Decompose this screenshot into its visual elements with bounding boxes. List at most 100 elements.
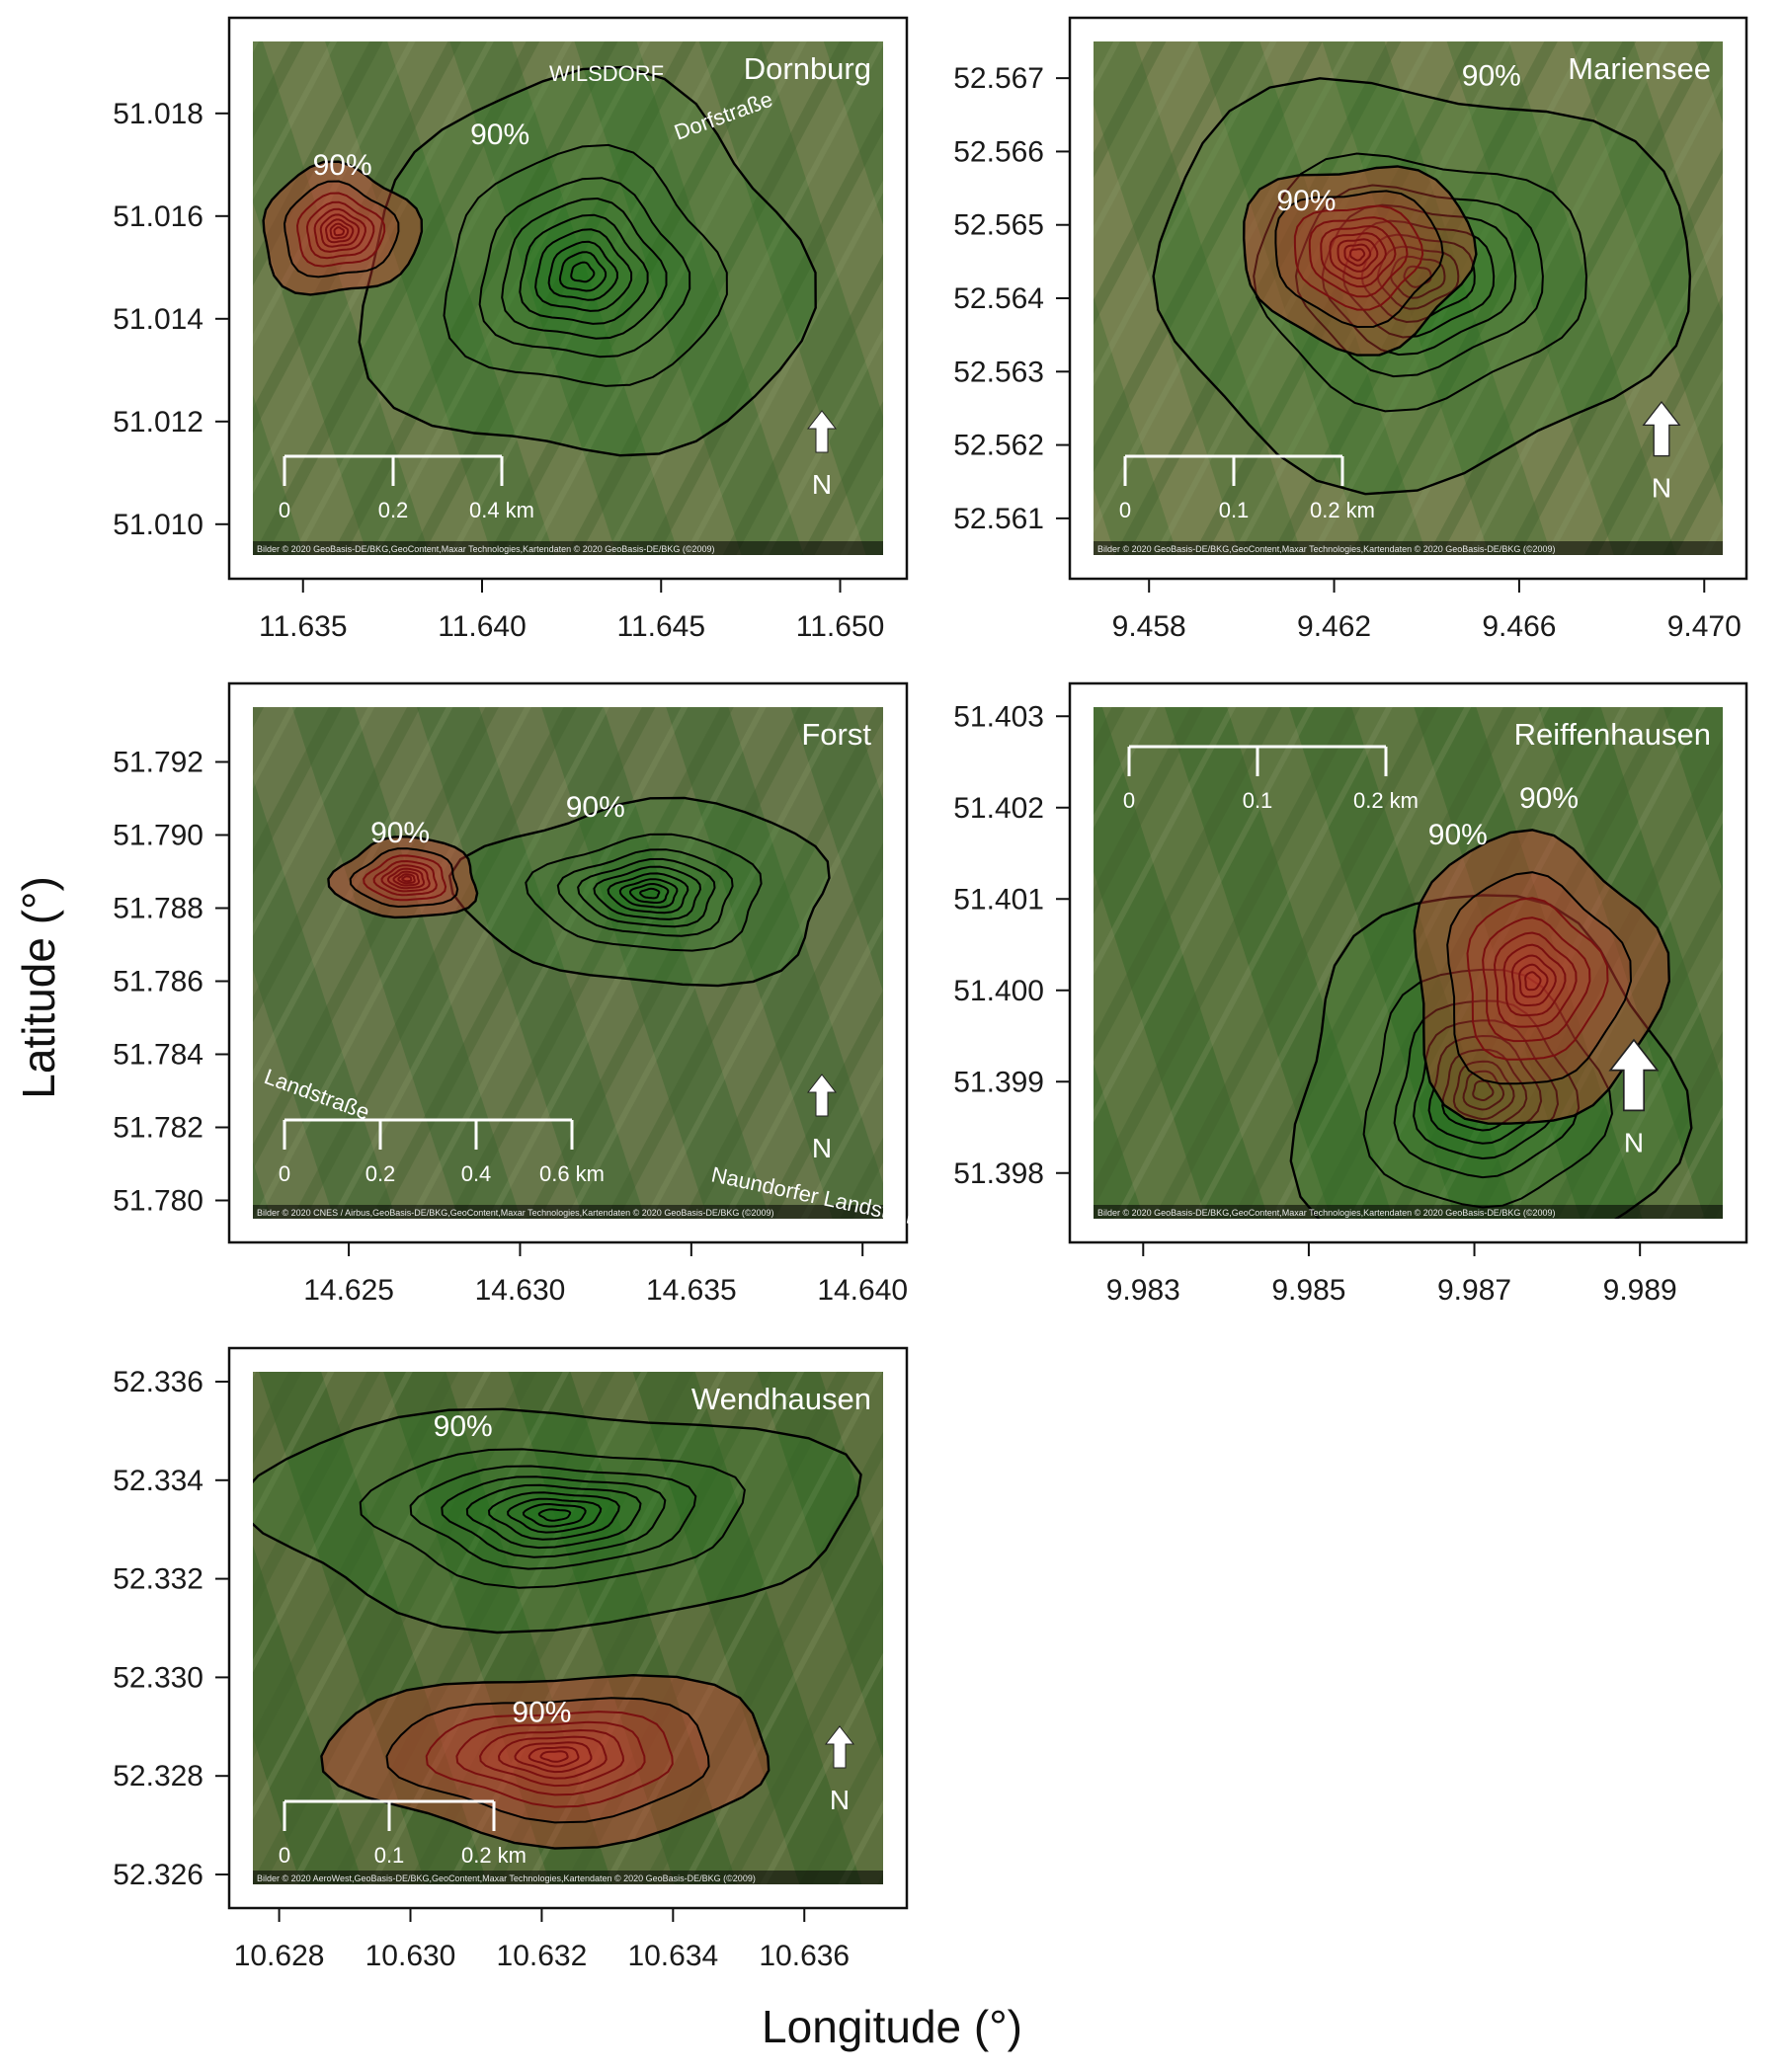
attribution-strip	[253, 1871, 883, 1884]
contour-level-1	[525, 833, 763, 952]
y-tick-label: 51.780	[113, 1185, 203, 1218]
contour-90pct-label: 90%	[1519, 782, 1579, 815]
y-tick-label: 51.018	[113, 98, 203, 130]
x-tick-label: 14.625	[303, 1274, 394, 1307]
contour-level-4	[1493, 931, 1578, 1028]
scale-bar: 0 0.1 0.2 km	[1119, 454, 1375, 522]
y-tick-label: 52.328	[113, 1760, 203, 1793]
scale-bar: 0 0.1 0.2 km	[1123, 745, 1419, 813]
contour-level-5	[1329, 232, 1387, 279]
y-tick-label: 52.562	[953, 430, 1044, 462]
y-tick-label: 52.332	[113, 1563, 203, 1596]
attribution-strip	[253, 1205, 883, 1219]
x-tick-label: 14.640	[817, 1274, 908, 1307]
contour-90pct	[1289, 894, 1693, 1219]
north-arrow-icon	[1608, 1038, 1660, 1112]
contour-level-8	[1524, 971, 1542, 992]
scale-bar: 0 0.1 0.2 km	[279, 1799, 527, 1868]
contour-level-1	[1362, 968, 1614, 1209]
north-arrow-icon	[806, 410, 838, 453]
y-tick-label: 51.012	[113, 406, 203, 438]
x-tick-label: 9.989	[1603, 1274, 1677, 1307]
scale-bar-label: 0.2	[378, 498, 409, 522]
y-axis-title: Latitude (°)	[13, 876, 64, 1099]
y-tick-label: 51.398	[953, 1157, 1044, 1190]
contour-level-4	[465, 1483, 642, 1550]
attribution-text: Bilder © 2020 GeoBasis-DE/BKG,GeoContent…	[257, 544, 714, 554]
contour-level-3	[1482, 916, 1591, 1043]
contour-level-4	[1320, 224, 1397, 288]
north-arrow-icon	[806, 1074, 838, 1117]
green-kernel-contours	[358, 65, 817, 457]
contour-level-4	[1341, 219, 1496, 339]
y-tick-label: 51.782	[113, 1112, 203, 1145]
x-tick-label: 9.985	[1271, 1274, 1345, 1307]
map-panel-mariensee: 90% 90% Mariensee 0 0.1 0.2 km N Bilder © 2020 …	[953, 16, 1748, 643]
x-tick-label: 10.630	[365, 1940, 456, 1972]
north-label: N	[1624, 1127, 1644, 1157]
attribution-text: Bilder © 2020 AeroWest,GeoBasis-DE/BKG,G…	[257, 1873, 756, 1883]
north-arrow-shape	[806, 410, 838, 453]
y-tick-label: 51.788	[113, 893, 203, 925]
x-tick-label: 11.635	[259, 610, 348, 643]
y-tick-label: 52.563	[953, 356, 1044, 388]
contour-90pct-label: 90%	[566, 791, 625, 824]
y-tick-label: 51.401	[953, 883, 1044, 916]
contour-level-8	[570, 261, 596, 283]
y-tick-label: 52.326	[113, 1859, 203, 1891]
contour-90pct-label: 90%	[512, 1696, 571, 1728]
contour-level-8	[539, 1750, 569, 1763]
scale-bar-label: 0	[279, 1161, 290, 1186]
red-kernel-contours	[1413, 829, 1671, 1125]
attribution-text: Bilder © 2020 CNES / Airbus,GeoBasis-DE/…	[257, 1208, 774, 1218]
scale-bar-label: 0.4	[461, 1161, 492, 1186]
y-tick-label: 51.786	[113, 966, 203, 998]
site-name: Forst	[801, 717, 871, 752]
north-arrow-shape	[1608, 1038, 1660, 1112]
x-tick-label: 9.470	[1667, 610, 1742, 643]
contour-level-1	[359, 1448, 746, 1589]
red-kernel-contours	[327, 835, 479, 919]
y-tick-label: 51.016	[113, 200, 203, 233]
scale-bar-label: 0.4 km	[469, 498, 534, 522]
site-name: Wendhausen	[691, 1382, 871, 1416]
map-panel-reiffenhausen: 90% 90% Reiffenhausen 0 0.1 0.2 km N Bilder © 2…	[953, 681, 1748, 1307]
red-kernel-contours	[1242, 165, 1478, 357]
x-tick-label: 9.466	[1482, 610, 1556, 643]
contour-90pct-label: 90%	[1462, 60, 1521, 93]
scale-bar-label: 0	[279, 498, 290, 522]
contour-level-7	[628, 882, 670, 905]
y-tick-label: 52.561	[953, 503, 1044, 535]
green-kernel-contours	[1289, 894, 1693, 1219]
contour-level-5	[1360, 233, 1476, 324]
satellite-image	[253, 1372, 883, 1884]
attribution-strip	[1094, 541, 1723, 555]
map-panel-wendhausen: 90% 90% Wendhausen 0 0.1 0.2 km N Bilder © 2020…	[113, 1346, 909, 1972]
contour-90pct-label: 90%	[470, 119, 529, 151]
scale-bar-label: 0.1	[374, 1843, 405, 1868]
scale-bar-label: 0.2 km	[461, 1843, 527, 1868]
north-arrow-shape	[1642, 400, 1681, 457]
attribution-strip	[253, 541, 883, 555]
y-tick-label: 51.790	[113, 820, 203, 852]
contour-level-2	[1294, 184, 1544, 378]
x-axis-title: Longitude (°)	[762, 2001, 1022, 2052]
contour-90pct-label: 90%	[434, 1410, 493, 1443]
y-tick-label: 52.566	[953, 135, 1044, 168]
north-arrow-shape	[806, 1074, 838, 1117]
contour-level-1	[1274, 190, 1444, 329]
contour-level-7	[1462, 1070, 1505, 1111]
scale-bar: 0 0.2 0.4 km	[279, 454, 534, 522]
north-arrow-icon	[824, 1725, 855, 1769]
contour-level-7	[558, 251, 608, 292]
contour-90pct	[320, 1673, 770, 1850]
scale-bar-label: 0.2 km	[1310, 498, 1375, 522]
x-tick-label: 11.645	[616, 610, 705, 643]
north-label: N	[812, 469, 832, 500]
contour-90pct	[1413, 829, 1671, 1125]
attribution-text: Bilder © 2020 GeoBasis-DE/BKG,GeoContent…	[1097, 1208, 1555, 1218]
attribution-strip	[1094, 1205, 1723, 1219]
